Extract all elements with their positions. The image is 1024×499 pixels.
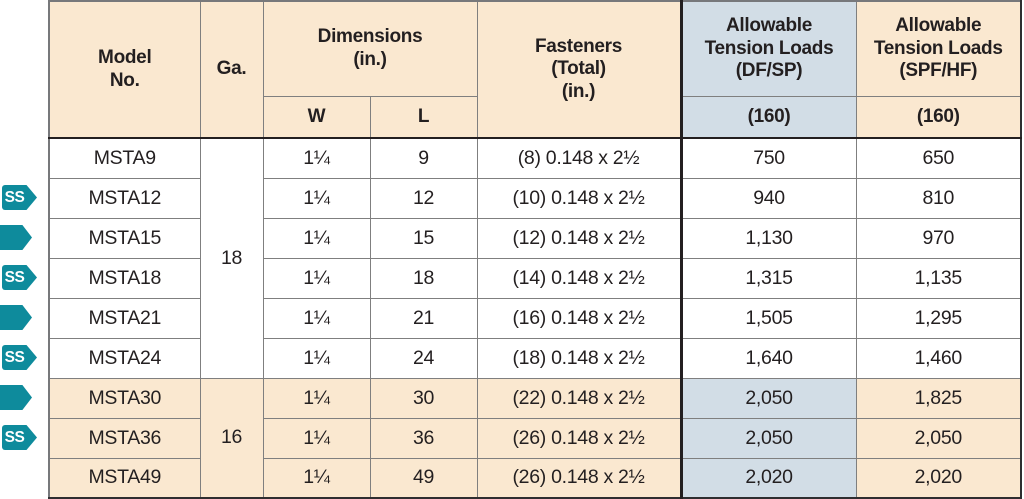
cell-load-spf-hf: 1,460: [855, 337, 1022, 379]
cell-length: 30: [369, 377, 478, 419]
cell-load-spf-hf: 1,135: [855, 257, 1022, 299]
header-dimensions: Dimensions (in.): [262, 0, 478, 97]
header-tension-df-sp: Allowable Tension Loads (DF/SP): [679, 0, 857, 97]
header-df-sp-load-duration: (160): [679, 95, 857, 139]
cell-gauge-group-16: 16: [199, 377, 264, 499]
header-model-no: Model No.: [48, 0, 201, 139]
cell-width: 1¼: [262, 137, 371, 179]
header-width: W: [262, 95, 371, 139]
cell-width: 1¼: [262, 377, 371, 419]
arrow-badge-msta15: [0, 225, 32, 250]
cell-model: MSTA18: [48, 257, 201, 299]
cell-model: MSTA12: [48, 177, 201, 219]
cell-gauge-group-18: 18: [199, 137, 264, 379]
arrow-badge-msta30: [0, 385, 32, 410]
cell-fasteners: (26) 0.148 x 2½: [476, 417, 682, 459]
cell-load-df-sp: 940: [679, 177, 857, 219]
cell-fasteners: (14) 0.148 x 2½: [476, 257, 682, 299]
table-row-msta18: MSTA18 1¼ 18 (14) 0.148 x 2½ 1,315 1,135: [48, 257, 1022, 299]
cell-model: MSTA24: [48, 337, 201, 379]
table-row-msta9: MSTA9 18 1¼ 9 (8) 0.148 x 2½ 750 650: [48, 137, 1022, 379]
table-body: MSTA9 18 1¼ 9 (8) 0.148 x 2½ 750 650 MST…: [48, 137, 1022, 499]
ss-badge-label: SS: [4, 428, 25, 446]
header-spf-hf-load-duration: (160): [855, 95, 1022, 139]
ss-badge-msta24: SS: [2, 345, 37, 370]
cell-width: 1¼: [262, 457, 371, 499]
cell-fasteners: (8) 0.148 x 2½: [476, 137, 682, 179]
msta-strap-tie-table: Model No. Ga. Dimensions (in.) Fasteners…: [48, 0, 1023, 499]
cell-load-df-sp: 1,130: [679, 217, 857, 259]
cell-length: 24: [369, 337, 478, 379]
table-row-msta30: MSTA30 16 1¼ 30 (22) 0.148 x 2½ 2,050 1,…: [48, 377, 1022, 499]
cell-fasteners: (16) 0.148 x 2½: [476, 297, 682, 339]
cell-width: 1¼: [262, 217, 371, 259]
cell-load-spf-hf: 2,050: [855, 417, 1022, 459]
cell-length: 18: [369, 257, 478, 299]
cell-fasteners: (10) 0.148 x 2½: [476, 177, 682, 219]
ss-badge-msta12: SS: [2, 185, 37, 210]
ss-badge-label: SS: [4, 188, 25, 206]
cell-fasteners: (18) 0.148 x 2½: [476, 337, 682, 379]
cell-length: 12: [369, 177, 478, 219]
ss-badge-label: SS: [4, 268, 25, 286]
cell-fasteners: (26) 0.148 x 2½: [476, 457, 682, 499]
cell-model: MSTA15: [48, 217, 201, 259]
header-tension-spf-hf: Allowable Tension Loads (SPF/HF): [855, 0, 1022, 97]
table-row-msta49: MSTA49 1¼ 49 (26) 0.148 x 2½ 2,020 2,020: [48, 457, 1022, 499]
ss-badge-msta18: SS: [2, 265, 37, 290]
cell-load-spf-hf: 650: [855, 137, 1022, 179]
cell-load-spf-hf: 1,295: [855, 297, 1022, 339]
cell-length: 36: [369, 417, 478, 459]
cell-length: 21: [369, 297, 478, 339]
header-gauge: Ga.: [199, 0, 264, 139]
table-row-msta15: MSTA15 1¼ 15 (12) 0.148 x 2½ 1,130 970: [48, 217, 1022, 259]
cell-load-spf-hf: 2,020: [855, 457, 1022, 499]
cell-load-spf-hf: 970: [855, 217, 1022, 259]
cell-load-df-sp: 2,050: [679, 377, 857, 419]
cell-model: MSTA9: [48, 137, 201, 179]
cell-load-df-sp: 750: [679, 137, 857, 179]
table-row-msta36: MSTA36 1¼ 36 (26) 0.148 x 2½ 2,050 2,050: [48, 417, 1022, 459]
cell-load-spf-hf: 1,825: [855, 377, 1022, 419]
cell-width: 1¼: [262, 337, 371, 379]
table-row-msta24: MSTA24 1¼ 24 (18) 0.148 x 2½ 1,640 1,460: [48, 337, 1022, 379]
cell-load-df-sp: 1,640: [679, 337, 857, 379]
table-header: Model No. Ga. Dimensions (in.) Fasteners…: [48, 0, 1022, 139]
header-length: L: [369, 95, 478, 139]
arrow-badge-msta21: [0, 305, 32, 330]
cell-load-df-sp: 1,505: [679, 297, 857, 339]
cell-load-df-sp: 2,050: [679, 417, 857, 459]
cell-fasteners: (22) 0.148 x 2½: [476, 377, 682, 419]
cell-model: MSTA49: [48, 457, 201, 499]
cell-model: MSTA30: [48, 377, 201, 419]
cell-width: 1¼: [262, 297, 371, 339]
cell-load-df-sp: 1,315: [679, 257, 857, 299]
cell-model: MSTA36: [48, 417, 201, 459]
cell-fasteners: (12) 0.148 x 2½: [476, 217, 682, 259]
cell-length: 9: [369, 137, 478, 179]
ss-badge-msta36: SS: [2, 425, 37, 450]
cell-width: 1¼: [262, 257, 371, 299]
cell-load-df-sp: 2,020: [679, 457, 857, 499]
cell-width: 1¼: [262, 417, 371, 459]
cell-length: 49: [369, 457, 478, 499]
cell-model: MSTA21: [48, 297, 201, 339]
cell-load-spf-hf: 810: [855, 177, 1022, 219]
header-fasteners: Fasteners (Total) (in.): [476, 0, 682, 139]
cell-width: 1¼: [262, 177, 371, 219]
ss-badge-label: SS: [4, 348, 25, 366]
table-row-msta21: MSTA21 1¼ 21 (16) 0.148 x 2½ 1,505 1,295: [48, 297, 1022, 339]
table-row-msta12: MSTA12 1¼ 12 (10) 0.148 x 2½ 940 810: [48, 177, 1022, 219]
cell-length: 15: [369, 217, 478, 259]
